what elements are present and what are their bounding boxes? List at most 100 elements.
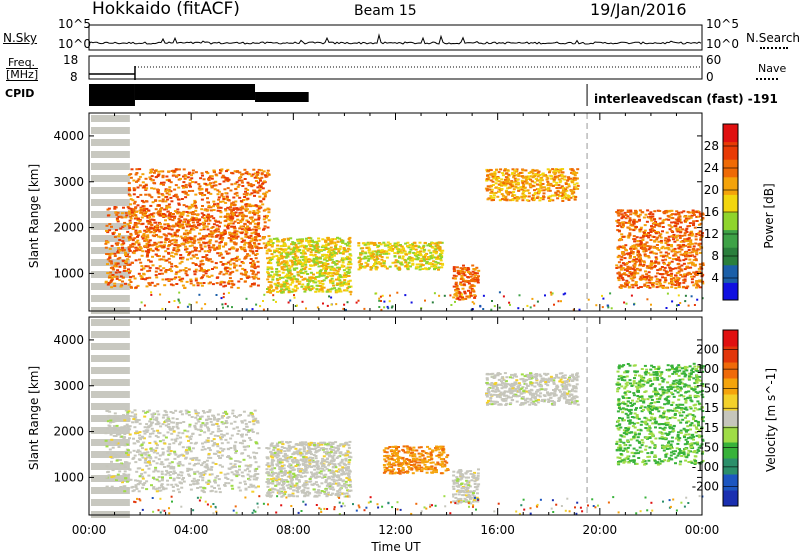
echo-cell [645,266,649,269]
echo-cell [661,222,665,224]
echo-cell [632,212,636,215]
echo-cell [268,256,272,259]
echo-cell [691,209,695,212]
echo-cell [240,219,244,222]
echo-cell [266,272,270,275]
echo-cell [219,233,223,236]
echo-cell [280,288,284,291]
echo-cell [642,235,646,238]
echo-cell [170,215,174,218]
echo-cell [238,465,241,468]
echo-cell [265,216,268,219]
echo-cell [631,279,635,282]
echo-cell [234,200,238,203]
echo-cell [200,284,204,287]
echo-cell [267,173,271,176]
echo-cell [296,249,299,251]
echo-cell [158,210,162,213]
echo-cell [131,261,134,264]
echo-cell [212,169,216,172]
echo-cell [168,218,172,221]
echo-cell [230,286,234,289]
echo-cell [649,217,653,220]
echo-cell [193,202,196,205]
echo-cell [574,186,578,189]
echo-cell [145,225,148,228]
echo-cell [119,215,123,218]
echo-cell [545,178,549,181]
echo-cell [385,267,389,270]
echo-cell [158,245,162,248]
echo-cell [222,273,226,276]
noise-cell [387,307,390,310]
echo-cell [145,242,149,245]
echo-cell [633,256,637,258]
echo-cell [485,168,489,171]
echo-cell [411,244,415,247]
echo-cell [134,286,138,289]
echo-cell [193,213,197,216]
echo-cell [244,235,248,238]
echo-cell [570,189,574,192]
echo-cell [201,445,205,448]
echo-cell [215,266,218,269]
echo-cell [658,282,662,285]
noise-cell [262,308,265,311]
echo-cell [633,238,637,241]
echo-cell [167,203,171,206]
echo-cell [151,201,155,204]
echo-cell [137,222,141,225]
echo-cell [202,224,206,227]
echo-cell [170,242,174,245]
echo-cell [634,282,638,285]
echo-cell [623,272,627,275]
echo-cell [148,456,152,458]
echo-cell [655,280,659,283]
echo-cell [270,285,273,288]
echo-cell [698,286,702,289]
echo-cell [461,296,465,299]
echo-cell [166,483,170,486]
echo-cell [219,232,223,235]
echo-cell [388,242,392,245]
echo-cell [229,222,233,225]
echo-cell [533,191,537,194]
echo-cell [148,176,152,179]
echo-cell [200,248,204,251]
noise-cell [665,307,668,309]
echo-cell [302,262,305,265]
echo-cell [312,257,316,260]
echo-cell [366,259,370,262]
noise-cell [677,304,680,306]
echo-cell [219,261,223,263]
echo-cell [335,271,339,274]
echo-cell [120,212,124,215]
echo-cell [311,276,315,279]
noise-cell [550,293,553,296]
echo-cell [177,211,181,214]
echo-cell [654,224,658,227]
echo-cell [463,267,467,269]
echo-cell [233,236,237,239]
echo-cell [411,243,414,246]
echo-cell [285,286,289,289]
echo-cell [637,250,640,253]
echo-cell [115,213,119,216]
echo-cell [631,244,635,247]
echo-cell [524,195,527,198]
echo-cell [138,246,142,248]
echo-cell [511,173,515,176]
echo-cell [690,230,694,233]
echo-cell [620,256,624,258]
echo-cell [161,194,165,197]
echo-cell [138,230,142,233]
echo-cell [148,218,152,221]
echo-cell [521,186,525,189]
echo-cell [233,225,236,228]
echo-cell [507,191,511,194]
echo-cell [194,268,198,271]
echo-cell [241,228,244,231]
echo-cell [128,212,132,215]
echo-cell [467,280,471,282]
echo-cell [128,226,132,229]
